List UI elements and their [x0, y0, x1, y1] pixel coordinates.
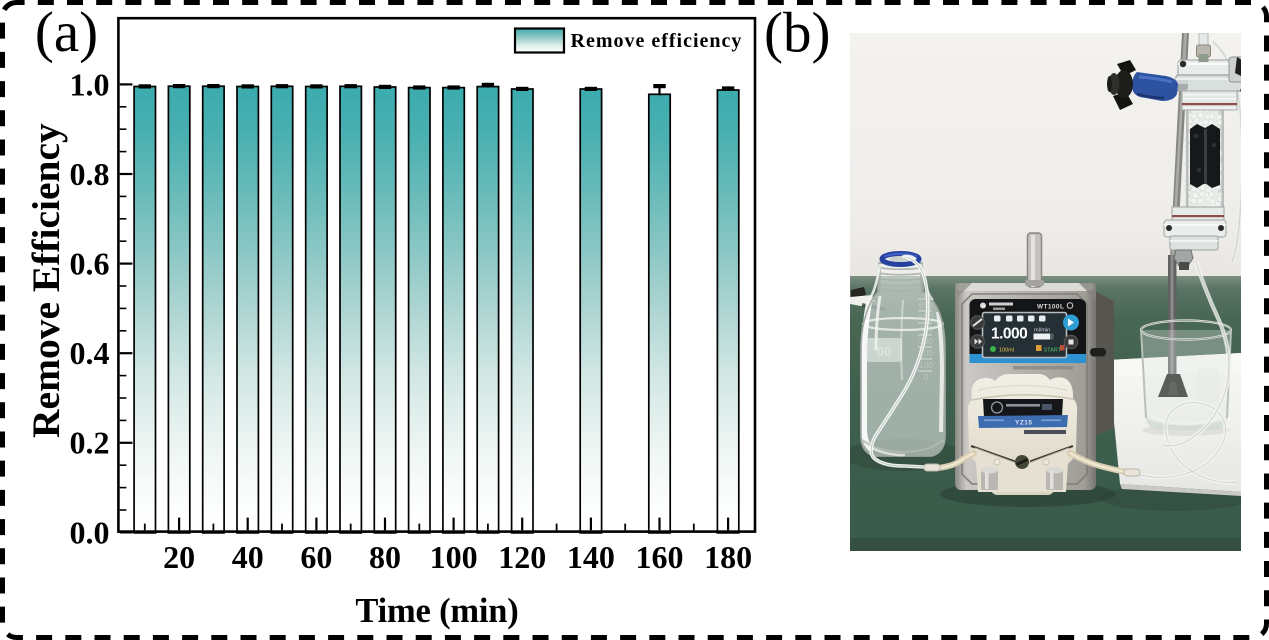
svg-text:0.4: 0.4: [70, 335, 110, 371]
svg-text:WT100L: WT100L: [1037, 304, 1064, 311]
svg-text:1.0: 1.0: [70, 66, 110, 102]
svg-text:0.8: 0.8: [70, 156, 110, 192]
svg-text:100: 100: [430, 539, 478, 575]
svg-text:120: 120: [498, 539, 546, 575]
svg-text:(a): (a): [35, 1, 98, 64]
svg-text:60: 60: [300, 539, 332, 575]
svg-text:0.0: 0.0: [70, 514, 110, 550]
svg-text:100ml: 100ml: [999, 348, 1014, 354]
svg-text:ml/min: ml/min: [1034, 328, 1050, 334]
svg-text:0.6: 0.6: [70, 246, 110, 282]
svg-text:Remove efficiency: Remove efficiency: [571, 30, 743, 52]
svg-text:Time (min): Time (min): [355, 592, 518, 630]
svg-text:1.000: 1.000: [991, 326, 1027, 343]
svg-text:(b): (b): [764, 2, 830, 65]
svg-text:100: 100: [919, 360, 933, 370]
svg-text:YZ15: YZ15: [1015, 420, 1033, 427]
svg-text:0: 0: [924, 372, 929, 382]
svg-text:140: 140: [567, 539, 615, 575]
svg-text:200: 200: [919, 348, 933, 358]
svg-text:160: 160: [636, 539, 684, 575]
svg-text:180: 180: [704, 539, 752, 575]
svg-text:START: START: [1044, 348, 1062, 354]
svg-text:Remove Efficiency: Remove Efficiency: [24, 123, 68, 438]
svg-text:00: 00: [877, 344, 891, 359]
svg-text:40: 40: [232, 539, 264, 575]
svg-text:300: 300: [919, 336, 933, 346]
svg-text:20: 20: [163, 539, 195, 575]
svg-text:80: 80: [369, 539, 401, 575]
svg-text:0.2: 0.2: [70, 425, 110, 461]
